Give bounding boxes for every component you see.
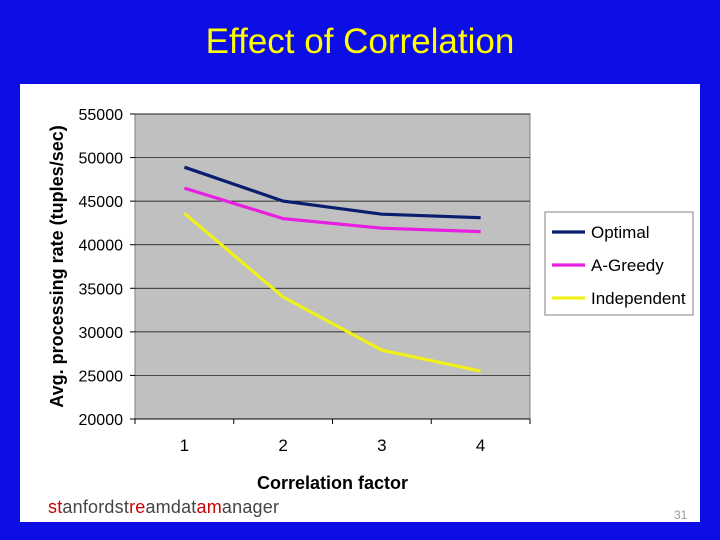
legend-label: Independent <box>591 289 686 308</box>
footer-text-part: st <box>48 497 63 517</box>
footer-text-part: anager <box>221 497 280 517</box>
x-tick-label: 4 <box>476 436 485 455</box>
y-tick-label: 50000 <box>79 151 124 168</box>
x-tick-label: 3 <box>377 436 386 455</box>
plot-area <box>134 113 531 420</box>
x-axis-title: Correlation factor <box>257 473 408 493</box>
x-tick-label: 2 <box>278 436 287 455</box>
footer-text-part: st <box>114 497 130 517</box>
chart-panel: 20000 25000 30000 35000 40000 45000 50000 55000… <box>20 84 700 522</box>
y-tick-label: 40000 <box>79 238 124 255</box>
series-line-optimal <box>183 165 481 220</box>
y-tick-label: 20000 <box>79 412 124 429</box>
legend-label: Optimal <box>591 223 650 242</box>
series-line-a-greedy <box>183 186 481 234</box>
footer-text-part: anford <box>62 497 115 517</box>
y-tick-label: 55000 <box>79 107 124 124</box>
y-tick-label: 45000 <box>79 194 124 211</box>
y-tick-label: 25000 <box>79 368 124 385</box>
x-tick-label: 1 <box>180 436 189 455</box>
y-tick-label: 35000 <box>79 281 124 298</box>
footer-text-part: amdat <box>145 497 197 517</box>
footer-text-part: am <box>196 497 222 517</box>
y-tick-label: 30000 <box>79 325 124 342</box>
legend-label: A-Greedy <box>591 256 664 275</box>
line-chart: 20000 25000 30000 35000 40000 45000 50000 55000… <box>47 107 694 493</box>
footer-text-part: re <box>129 497 146 517</box>
slide-title: Effect of Correlation <box>205 22 515 61</box>
footer-logo-text: stanfordstreamdatamanager <box>48 497 279 518</box>
series-line-independent <box>183 212 481 373</box>
page-number: 31 <box>674 508 688 522</box>
y-axis-title: Avg. processing rate (tuples/sec) <box>47 125 67 407</box>
